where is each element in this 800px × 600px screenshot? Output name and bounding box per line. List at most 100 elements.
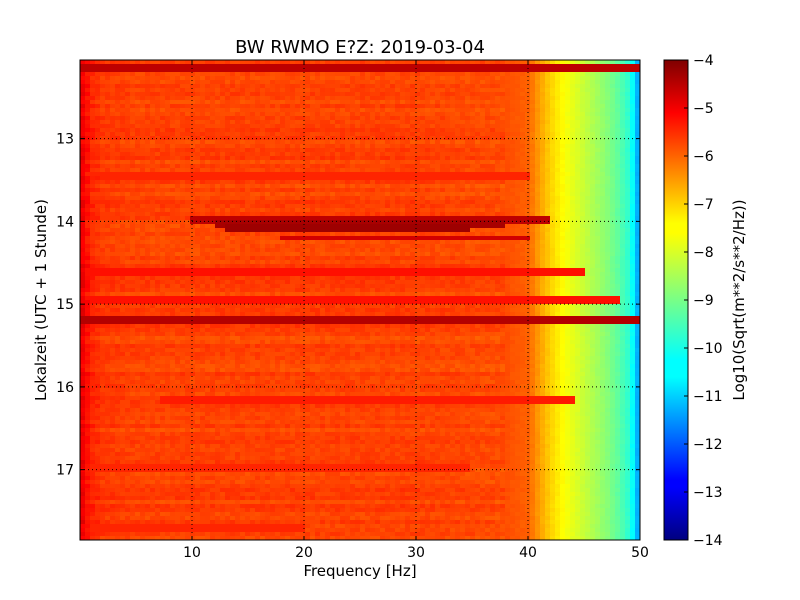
heatmap-cell — [200, 96, 206, 101]
heatmap-cell — [635, 60, 640, 65]
heatmap-cell — [610, 104, 616, 109]
heatmap-cell — [605, 132, 611, 137]
heatmap-cell — [140, 220, 146, 225]
heatmap-cell — [585, 60, 591, 65]
heatmap-cell — [310, 184, 316, 189]
heatmap-cell — [445, 108, 451, 113]
heatmap-cell — [280, 180, 286, 185]
heatmap-cell — [605, 112, 611, 117]
heatmap-cell — [250, 92, 256, 97]
heatmap-cell — [175, 232, 181, 237]
heatmap-cell — [265, 140, 271, 145]
heatmap-cell — [370, 176, 376, 181]
heatmap-cell — [565, 100, 571, 105]
heatmap-cell — [605, 156, 611, 161]
heatmap-cell — [620, 152, 626, 157]
heatmap-cell — [615, 216, 621, 221]
heatmap-cell — [535, 76, 541, 81]
heatmap-cell — [95, 152, 101, 157]
heatmap-cell — [210, 228, 216, 233]
heatmap-cell — [430, 76, 436, 81]
heatmap-cell — [380, 176, 386, 181]
heatmap-cell — [600, 148, 606, 153]
heatmap-cell — [175, 228, 181, 233]
heatmap-cell — [465, 168, 471, 173]
heatmap-cell — [395, 164, 401, 169]
heatmap-cell — [300, 224, 306, 229]
heatmap-cell — [385, 132, 391, 137]
heatmap-cell — [630, 84, 636, 89]
heatmap-cell — [155, 88, 161, 93]
heatmap-cell — [615, 136, 621, 141]
heatmap-cell — [190, 124, 196, 129]
heatmap-cell — [410, 196, 416, 201]
heatmap-cell — [415, 216, 421, 221]
heatmap-cell — [210, 80, 216, 85]
heatmap-cell — [625, 212, 631, 217]
heatmap-cell — [85, 184, 91, 189]
heatmap-cell — [635, 108, 640, 113]
heatmap-cell — [545, 132, 551, 137]
heatmap-cell — [365, 152, 371, 157]
heatmap-cell — [585, 68, 591, 73]
heatmap-cell — [200, 108, 206, 113]
heatmap-cell — [455, 208, 461, 213]
heatmap-cell — [575, 212, 581, 217]
heatmap-cell — [175, 204, 181, 209]
heatmap-cell — [615, 176, 621, 181]
heatmap-cell — [245, 76, 251, 81]
heatmap-cell — [380, 208, 386, 213]
heatmap-cell — [410, 164, 416, 169]
heatmap-cell — [80, 196, 86, 201]
heatmap-cell — [365, 108, 371, 113]
heatmap-cell — [340, 236, 346, 241]
heatmap-cell — [295, 224, 301, 229]
heatmap-cell — [355, 124, 361, 129]
heatmap-cell — [585, 164, 591, 169]
heatmap-cell — [515, 200, 521, 205]
heatmap-cell — [600, 136, 606, 141]
heatmap-cell — [215, 136, 221, 141]
heatmap-cell — [245, 180, 251, 185]
heatmap-cell — [475, 128, 481, 133]
heatmap-cell — [390, 192, 396, 197]
heatmap-cell — [185, 72, 191, 77]
heatmap-cell — [505, 80, 511, 85]
heatmap-cell — [490, 180, 496, 185]
heatmap-cell — [475, 148, 481, 153]
heatmap-cell — [85, 136, 91, 141]
heatmap-cell — [470, 72, 476, 77]
heatmap-cell — [575, 180, 581, 185]
heatmap-cell — [610, 232, 616, 237]
heatmap-cell — [410, 224, 416, 229]
heatmap-cell — [320, 60, 326, 65]
heatmap-cell — [580, 72, 586, 77]
heatmap-cell — [140, 200, 146, 205]
heatmap-cell — [470, 192, 476, 197]
heatmap-cell — [620, 228, 626, 233]
heatmap-cell — [635, 168, 640, 173]
heatmap-cell — [485, 232, 491, 237]
heatmap-cell — [160, 208, 166, 213]
heatmap-cell — [190, 96, 196, 101]
heatmap-cell — [510, 168, 516, 173]
heatmap-cell — [280, 196, 286, 201]
heatmap-cell — [210, 60, 216, 65]
heatmap-cell — [505, 112, 511, 117]
heatmap-cell — [225, 88, 231, 93]
heatmap-cell — [545, 160, 551, 165]
heatmap-cell — [435, 200, 441, 205]
heatmap-cell — [300, 128, 306, 133]
heatmap-cell — [500, 108, 506, 113]
heatmap-cell — [185, 132, 191, 137]
heatmap-cell — [170, 76, 176, 81]
heatmap-cell — [440, 124, 446, 129]
heatmap-cell — [525, 148, 531, 153]
heatmap-cell — [95, 200, 101, 205]
heatmap-cell — [255, 76, 261, 81]
heatmap-cell — [635, 164, 640, 169]
heatmap-cell — [255, 144, 261, 149]
heatmap-cell — [570, 168, 576, 173]
heatmap-cell — [630, 164, 636, 169]
heatmap-cell — [285, 200, 291, 205]
